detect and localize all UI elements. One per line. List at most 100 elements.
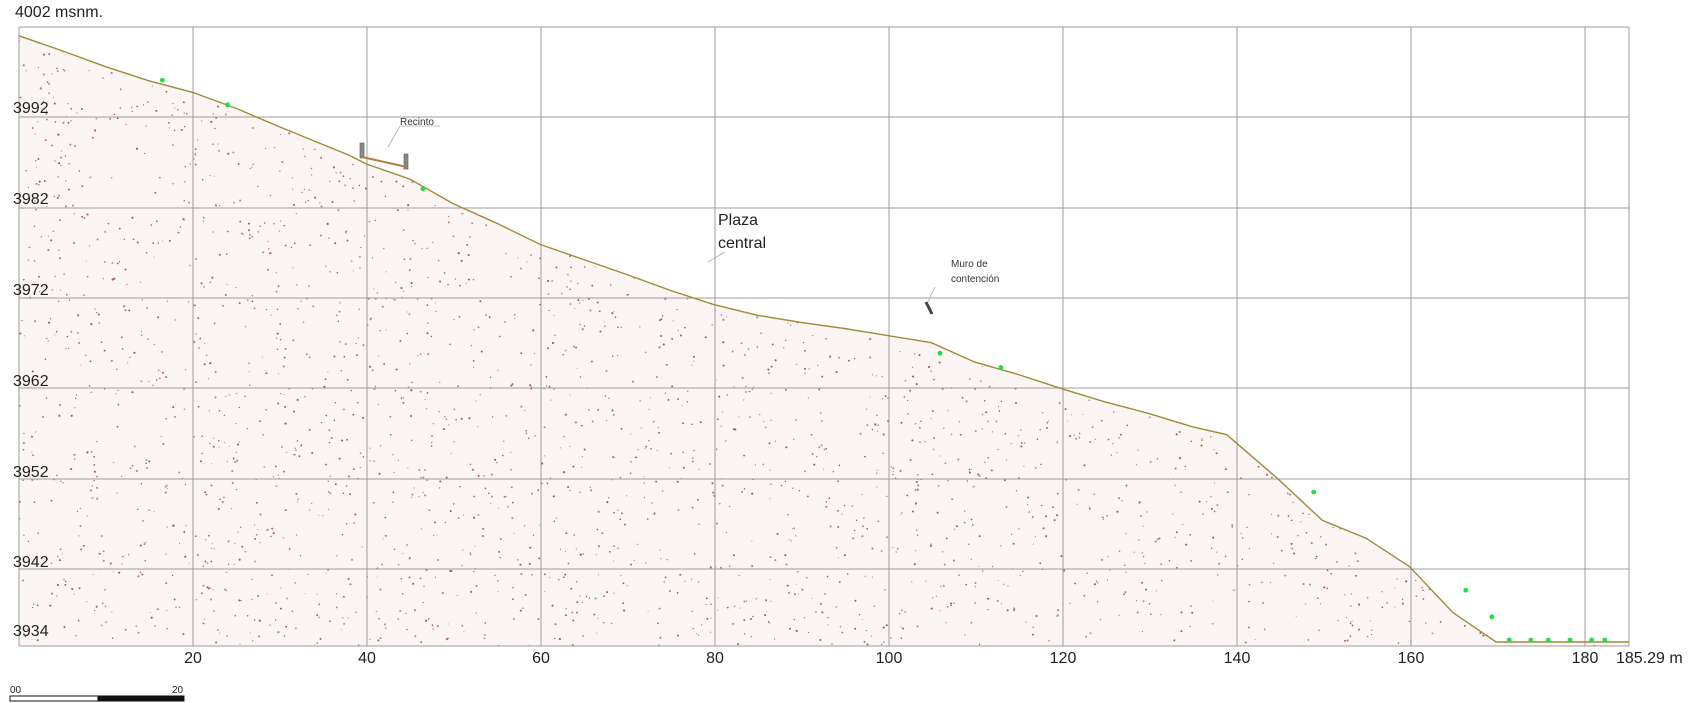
texture-dot [998,242,1001,245]
texture-dot [106,58,108,60]
texture-dot [551,280,553,282]
texture-dot [415,46,418,49]
texture-dot [583,266,586,268]
texture-dot [942,283,944,285]
texture-dot [193,43,195,45]
texture-dot [1192,383,1195,385]
texture-dot [1106,229,1108,231]
texture-dot [1344,594,1346,596]
texture-dot [532,50,534,53]
texture-dot [838,314,841,317]
texture-dot [652,420,655,423]
texture-dot [1016,322,1019,325]
texture-dot [1490,605,1492,607]
texture-dot [1000,400,1003,403]
texture-dot [279,220,282,222]
texture-dot [286,597,288,600]
texture-dot [1238,105,1241,108]
texture-dot [1569,41,1572,44]
texture-dot [699,421,702,424]
texture-dot [1268,425,1270,427]
texture-dot [1591,514,1593,516]
texture-dot [830,86,833,88]
texture-dot [1374,483,1377,485]
texture-dot [1054,57,1057,60]
texture-dot [412,239,414,242]
texture-dot [1327,369,1329,371]
texture-dot [950,324,953,326]
texture-dot [810,433,813,436]
texture-dot [1318,629,1320,632]
texture-dot [1119,245,1123,248]
texture-dot [1504,98,1507,101]
texture-dot [1386,429,1390,432]
texture-dot [1269,404,1272,407]
texture-dot [384,195,387,198]
texture-dot [549,111,552,114]
texture-dot [1178,324,1181,326]
texture-dot [1392,332,1394,334]
texture-dot [281,160,284,164]
texture-dot [336,555,338,557]
texture-dot [1454,245,1456,247]
texture-dot [890,259,893,262]
texture-dot [259,542,261,544]
texture-dot [92,48,94,51]
texture-dot [488,315,490,318]
texture-dot [1501,376,1504,379]
texture-dot [958,421,961,423]
texture-dot [705,239,707,241]
texture-dot [605,591,609,594]
texture-dot [493,38,496,41]
texture-dot [1463,51,1466,54]
texture-dot [751,492,754,495]
texture-dot [1072,268,1075,271]
texture-dot [253,68,255,70]
texture-dot [814,274,816,277]
label-muro-line2: contención [951,274,999,285]
texture-dot [755,598,758,600]
survey-marker [225,102,230,108]
texture-dot [1259,379,1263,382]
texture-dot [529,546,531,549]
texture-dot [380,180,383,183]
texture-dot [1564,537,1566,540]
texture-dot [1308,322,1310,324]
texture-dot [125,61,128,64]
texture-dot [559,548,562,550]
texture-dot [959,149,962,152]
texture-dot [1263,308,1266,310]
texture-dot [1021,229,1023,231]
texture-dot [1311,228,1313,230]
texture-dot [1119,92,1121,94]
texture-dot [764,304,767,306]
texture-dot [547,99,550,102]
texture-dot [734,428,737,431]
texture-dot [810,142,812,144]
texture-dot [608,550,611,553]
texture-dot [57,133,60,136]
texture-dot [1417,349,1420,351]
texture-dot [212,143,214,145]
texture-dot [208,534,210,537]
texture-dot [585,125,588,127]
texture-dot [1150,139,1152,141]
texture-dot [1593,518,1596,521]
texture-dot [1279,217,1281,219]
texture-dot [1119,164,1122,166]
texture-dot [1074,582,1077,585]
texture-dot [308,285,310,287]
texture-dot [1124,178,1128,181]
texture-dot [989,302,992,305]
texture-dot [1574,296,1576,298]
texture-dot [1442,69,1444,72]
texture-dot [1465,466,1468,468]
texture-dot [1243,109,1246,112]
texture-dot [293,410,296,413]
texture-dot [228,445,230,447]
texture-dot [340,370,343,372]
texture-dot [409,363,411,365]
texture-dot [769,191,771,193]
texture-dot [1311,255,1313,257]
texture-dot [1593,352,1595,355]
